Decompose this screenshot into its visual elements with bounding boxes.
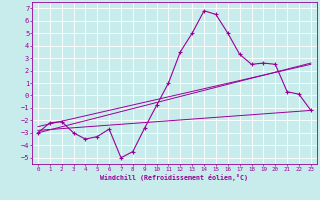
X-axis label: Windchill (Refroidissement éolien,°C): Windchill (Refroidissement éolien,°C) (100, 174, 248, 181)
